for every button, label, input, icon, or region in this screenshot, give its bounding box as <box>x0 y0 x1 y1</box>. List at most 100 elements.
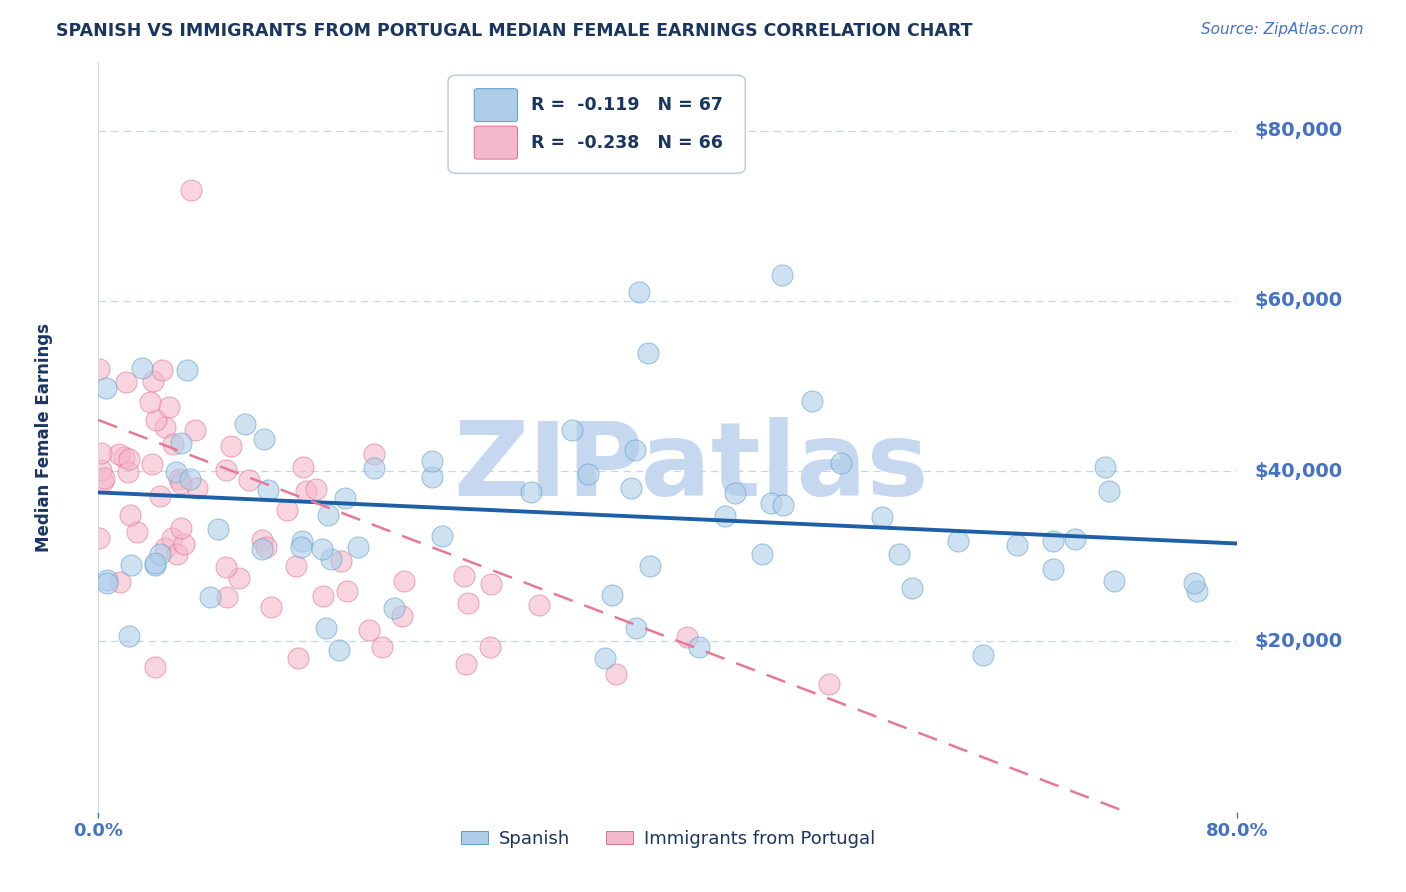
Text: R =  -0.238   N = 66: R = -0.238 N = 66 <box>531 134 723 152</box>
Spanish <box>432 529 454 543</box>
Immigrants from Portugal <box>392 574 415 589</box>
Immigrants from Portugal <box>153 541 176 555</box>
Immigrants from Portugal <box>359 624 381 638</box>
Immigrants from Portugal <box>363 447 385 461</box>
Immigrants from Portugal <box>107 447 129 461</box>
Spanish <box>316 508 339 522</box>
Spanish <box>170 436 193 450</box>
Spanish <box>346 540 368 554</box>
FancyBboxPatch shape <box>474 126 517 159</box>
Spanish <box>149 548 172 562</box>
Immigrants from Portugal <box>291 460 314 475</box>
Text: $60,000: $60,000 <box>1254 292 1343 310</box>
Immigrants from Portugal <box>285 559 308 574</box>
Spanish <box>759 496 782 510</box>
Spanish <box>900 581 922 595</box>
Immigrants from Portugal <box>312 589 335 603</box>
Immigrants from Portugal <box>157 401 180 415</box>
Text: $80,000: $80,000 <box>1254 121 1343 140</box>
Spanish <box>120 558 142 572</box>
Spanish <box>1094 460 1116 475</box>
Immigrants from Portugal <box>145 660 167 674</box>
Immigrants from Portugal <box>110 574 132 589</box>
Spanish <box>328 643 350 657</box>
Spanish <box>96 573 118 587</box>
Text: ZIPatlas: ZIPatlas <box>453 417 928 517</box>
Immigrants from Portugal <box>89 362 111 376</box>
Immigrants from Portugal <box>170 476 193 491</box>
Spanish <box>290 541 312 555</box>
Spanish <box>311 542 333 557</box>
Spanish <box>688 640 710 654</box>
Immigrants from Portugal <box>173 537 195 551</box>
Immigrants from Portugal <box>90 446 112 460</box>
Spanish <box>620 481 643 495</box>
Immigrants from Portugal <box>145 413 167 427</box>
Spanish <box>319 551 342 566</box>
Immigrants from Portugal <box>170 520 193 534</box>
Immigrants from Portugal <box>142 374 165 388</box>
Immigrants from Portugal <box>215 463 238 477</box>
Immigrants from Portugal <box>336 584 359 599</box>
Immigrants from Portugal <box>153 419 176 434</box>
Spanish <box>772 498 794 512</box>
Immigrants from Portugal <box>287 651 309 665</box>
Immigrants from Portugal <box>186 481 208 495</box>
Spanish <box>724 486 747 500</box>
Spanish <box>1187 583 1209 598</box>
Spanish <box>1182 576 1205 591</box>
Spanish <box>830 456 852 470</box>
Text: $40,000: $40,000 <box>1254 462 1343 481</box>
Spanish <box>1102 574 1125 588</box>
Spanish <box>233 417 256 431</box>
Spanish <box>1005 538 1028 552</box>
Immigrants from Portugal <box>93 471 115 485</box>
Immigrants from Portugal <box>139 395 162 409</box>
Immigrants from Portugal <box>149 490 172 504</box>
Spanish <box>363 461 385 475</box>
Immigrants from Portugal <box>89 531 111 545</box>
Immigrants from Portugal <box>675 630 697 644</box>
Immigrants from Portugal <box>112 450 135 465</box>
Immigrants from Portugal <box>127 524 149 539</box>
Spanish <box>1042 562 1064 576</box>
Text: SPANISH VS IMMIGRANTS FROM PORTUGAL MEDIAN FEMALE EARNINGS CORRELATION CHART: SPANISH VS IMMIGRANTS FROM PORTUGAL MEDI… <box>56 22 973 40</box>
Immigrants from Portugal <box>305 483 328 497</box>
Spanish <box>714 509 737 524</box>
Spanish <box>770 268 793 283</box>
Immigrants from Portugal <box>457 595 479 609</box>
Immigrants from Portugal <box>114 375 136 389</box>
Spanish <box>165 465 187 479</box>
Spanish <box>887 548 910 562</box>
Spanish <box>291 533 314 548</box>
Immigrants from Portugal <box>329 554 352 568</box>
Immigrants from Portugal <box>219 439 242 453</box>
Immigrants from Portugal <box>529 598 551 612</box>
Spanish <box>96 576 118 591</box>
Immigrants from Portugal <box>166 548 188 562</box>
Spanish <box>145 556 167 570</box>
Spanish <box>333 491 356 505</box>
Immigrants from Portugal <box>294 484 316 499</box>
Spanish <box>94 381 117 395</box>
Immigrants from Portugal <box>162 437 184 451</box>
Immigrants from Portugal <box>90 463 112 477</box>
Spanish <box>382 600 405 615</box>
Spanish <box>179 472 201 486</box>
Spanish <box>640 558 662 573</box>
Immigrants from Portugal <box>228 571 250 585</box>
Spanish <box>602 589 624 603</box>
Spanish <box>626 621 648 635</box>
Immigrants from Portugal <box>254 540 277 554</box>
Immigrants from Portugal <box>453 569 475 583</box>
Text: R =  -0.119   N = 67: R = -0.119 N = 67 <box>531 96 723 114</box>
Immigrants from Portugal <box>276 503 298 517</box>
Immigrants from Portugal <box>238 473 260 487</box>
Spanish <box>257 483 280 497</box>
Immigrants from Portugal <box>215 590 238 604</box>
Spanish <box>520 485 543 500</box>
Spanish <box>972 648 994 662</box>
Text: Source: ZipAtlas.com: Source: ZipAtlas.com <box>1201 22 1364 37</box>
Immigrants from Portugal <box>120 508 142 523</box>
Immigrants from Portugal <box>371 640 394 654</box>
